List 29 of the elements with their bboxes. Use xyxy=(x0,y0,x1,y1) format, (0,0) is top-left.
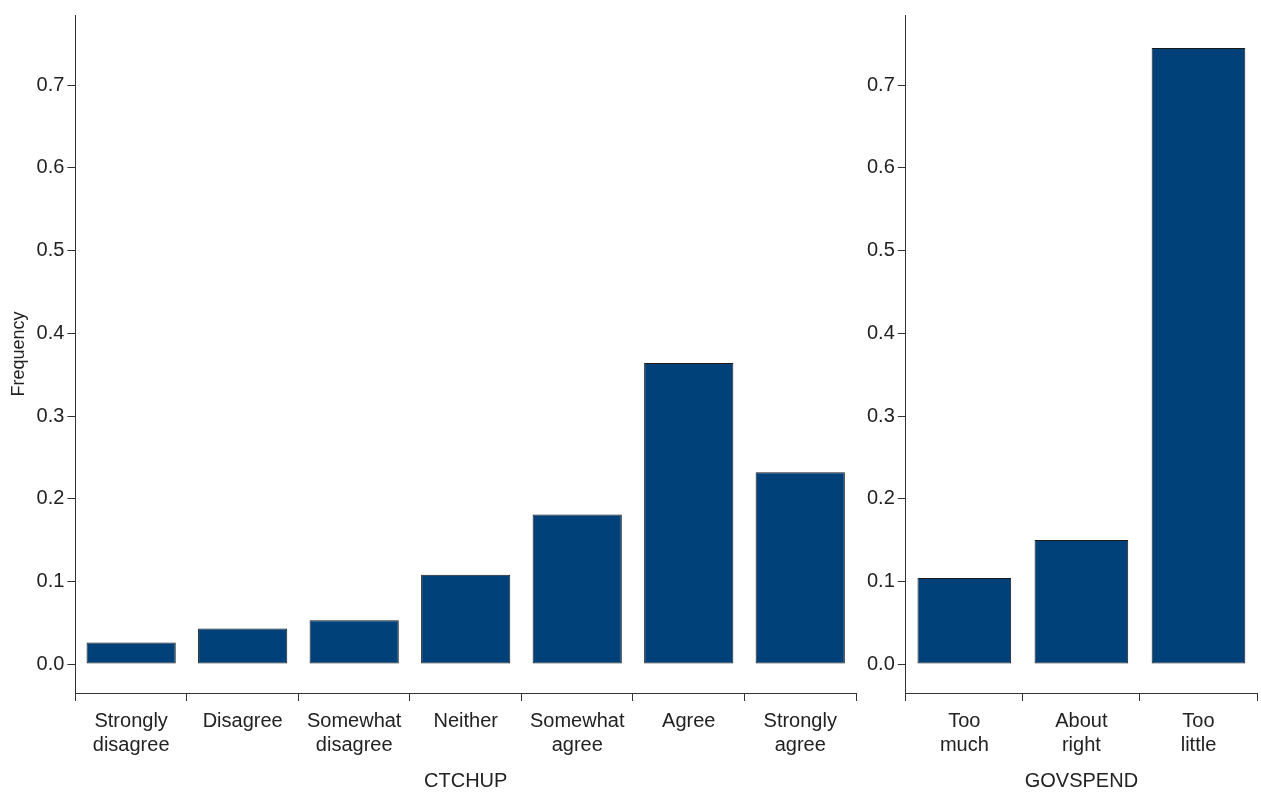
y-tick-label: 0.0 xyxy=(36,651,65,674)
y-tick-label: 0.7 xyxy=(866,72,895,95)
y-tick-label: 0.6 xyxy=(36,155,65,178)
y-tick-label: 0.1 xyxy=(866,568,895,591)
y-tick-label: 0.7 xyxy=(36,72,65,95)
y-tick-label: 0.6 xyxy=(866,155,895,178)
x-tick-label: Neither xyxy=(433,708,499,731)
x-axis-title: GOVSPEND xyxy=(1024,768,1139,791)
x-tick-label: Too much xyxy=(939,708,989,755)
x-tick-label: Disagree xyxy=(202,708,283,731)
y-tick-label: 0.5 xyxy=(866,238,895,261)
y-axis-title: Frequency xyxy=(7,311,28,397)
x-tick-label: Somewhat agree xyxy=(529,708,625,755)
x-tick-label: Strongly agree xyxy=(763,708,837,755)
x-tick-label: Agree xyxy=(662,708,716,731)
y-tick-label: 0.5 xyxy=(36,238,65,261)
x-tick-label: About right xyxy=(1055,708,1108,755)
y-tick-label: 0.3 xyxy=(866,403,895,426)
y-tick-label: 0.1 xyxy=(36,568,65,591)
x-tick-label: Too little xyxy=(1180,708,1217,755)
x-axis-title: CTCHUP xyxy=(424,768,508,791)
x-tick-label: Somewhat disagree xyxy=(306,708,402,755)
y-tick-label: 0.2 xyxy=(866,486,895,509)
y-tick-label: 0.2 xyxy=(36,486,65,509)
y-tick-label: 0.0 xyxy=(866,651,895,674)
y-tick-label: 0.3 xyxy=(36,403,65,426)
y-tick-label: 0.4 xyxy=(866,320,895,343)
x-tick-label: Strongly disagree xyxy=(92,708,170,755)
y-tick-label: 0.4 xyxy=(36,320,65,343)
